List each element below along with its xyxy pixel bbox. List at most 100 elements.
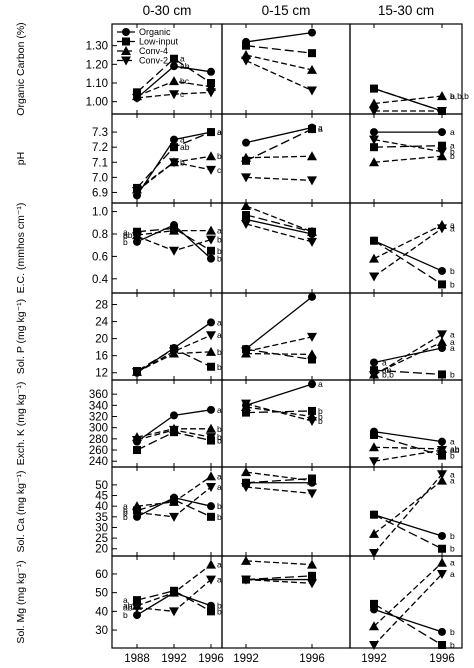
x-tick-label: 1988 bbox=[124, 653, 150, 665]
series-line bbox=[136, 499, 212, 518]
significance-letter: a bbox=[450, 469, 455, 479]
series-line bbox=[245, 471, 313, 482]
y-tick-label: 1.20 bbox=[86, 59, 108, 71]
data-point bbox=[242, 41, 250, 50]
data-point bbox=[438, 128, 446, 137]
data-point bbox=[206, 483, 216, 493]
data-point bbox=[369, 253, 379, 263]
significance-letter: b bbox=[318, 412, 323, 422]
series-line bbox=[245, 31, 313, 43]
data-point bbox=[132, 186, 142, 196]
panel-frame bbox=[349, 555, 463, 649]
data-point bbox=[241, 56, 251, 66]
x-tick-label: 1996 bbox=[429, 653, 455, 665]
data-point bbox=[438, 370, 446, 379]
data-point bbox=[132, 93, 142, 103]
significance-letter: a bbox=[450, 223, 455, 233]
data-point bbox=[438, 531, 446, 540]
series-line bbox=[373, 227, 443, 278]
data-point bbox=[308, 28, 316, 37]
y-tick-label: 60 bbox=[95, 569, 108, 581]
series-line bbox=[245, 336, 313, 353]
data-point bbox=[307, 416, 317, 426]
data-point bbox=[207, 512, 215, 521]
y-tick-label: 20 bbox=[95, 334, 108, 346]
data-point bbox=[437, 446, 447, 456]
significance-letter: b bbox=[450, 151, 455, 161]
data-point bbox=[242, 408, 250, 417]
y-axis-label: Organic Carbon (%) bbox=[15, 22, 27, 115]
y-axis-label: Sol. P (mg kg⁻¹) bbox=[15, 299, 27, 374]
data-point bbox=[369, 457, 379, 467]
data-point bbox=[307, 86, 317, 96]
significance-letter: a bbox=[318, 124, 323, 134]
data-point bbox=[369, 371, 379, 381]
panel bbox=[221, 201, 351, 294]
y-axis-label: E.C. (mmhos cm⁻¹) bbox=[15, 203, 27, 294]
legend-label: Conv-2 bbox=[139, 56, 168, 66]
data-point bbox=[133, 237, 141, 246]
panel bbox=[221, 113, 351, 204]
panel-frame bbox=[111, 379, 223, 468]
data-point bbox=[170, 411, 178, 420]
series-line bbox=[245, 218, 313, 235]
series-line bbox=[373, 446, 443, 450]
column-title: 15-30 cm bbox=[378, 3, 434, 18]
data-point bbox=[308, 380, 316, 389]
series-line bbox=[245, 60, 313, 92]
data-point bbox=[370, 236, 378, 245]
significance-letter: a bbox=[123, 595, 128, 605]
y-tick-label: 0.6 bbox=[92, 251, 108, 263]
significance-letter: b bbox=[217, 235, 222, 245]
x-tick-label: 1996 bbox=[299, 653, 325, 665]
data-point bbox=[438, 641, 446, 649]
series-line bbox=[373, 145, 443, 148]
data-point bbox=[169, 76, 179, 86]
panel bbox=[349, 202, 463, 294]
series-line bbox=[245, 348, 313, 361]
data-point bbox=[308, 355, 316, 364]
panel-row: E.C. (mmhos cm⁻¹) 0.40.60.81.0aabbbabbbaa… bbox=[15, 201, 463, 294]
data-point bbox=[206, 423, 216, 433]
data-point bbox=[438, 280, 446, 289]
panel bbox=[111, 379, 223, 468]
significance-letter: a bbox=[318, 379, 323, 389]
panel bbox=[221, 23, 351, 115]
y-tick-label: 1.00 bbox=[86, 97, 108, 109]
series-line bbox=[373, 573, 443, 646]
significance-letter: bc bbox=[180, 76, 190, 86]
y-tick-label: 45 bbox=[95, 491, 108, 503]
series-line bbox=[245, 126, 313, 144]
data-point bbox=[241, 347, 251, 357]
y-tick-label: 40 bbox=[95, 606, 108, 618]
series-line bbox=[373, 430, 443, 443]
significance-letter: a bbox=[450, 437, 455, 447]
data-point bbox=[169, 225, 179, 235]
significance-letter: b,b,b bbox=[450, 91, 469, 101]
significance-letter: b bbox=[123, 237, 128, 247]
data-point bbox=[169, 607, 179, 617]
series-line bbox=[373, 240, 443, 272]
data-point bbox=[370, 599, 378, 608]
data-point bbox=[206, 559, 216, 569]
data-point bbox=[241, 219, 251, 229]
data-point bbox=[307, 475, 317, 485]
significance-letter: b bbox=[217, 151, 222, 161]
y-tick-label: 1.30 bbox=[86, 41, 108, 53]
significance-letter: a bbox=[217, 471, 222, 481]
data-point bbox=[242, 478, 250, 487]
significance-letter: ab bbox=[450, 444, 460, 454]
significance-letter: ab bbox=[123, 601, 133, 611]
data-point bbox=[206, 575, 216, 585]
series-line bbox=[136, 564, 212, 607]
y-tick-label: 360 bbox=[89, 389, 108, 401]
series-line bbox=[373, 138, 443, 153]
data-point bbox=[369, 157, 379, 167]
panel bbox=[349, 23, 463, 116]
data-point bbox=[437, 470, 447, 480]
data-point bbox=[207, 502, 215, 511]
data-point bbox=[169, 425, 179, 435]
data-point bbox=[370, 510, 378, 519]
significance-letter: ab bbox=[450, 445, 460, 455]
